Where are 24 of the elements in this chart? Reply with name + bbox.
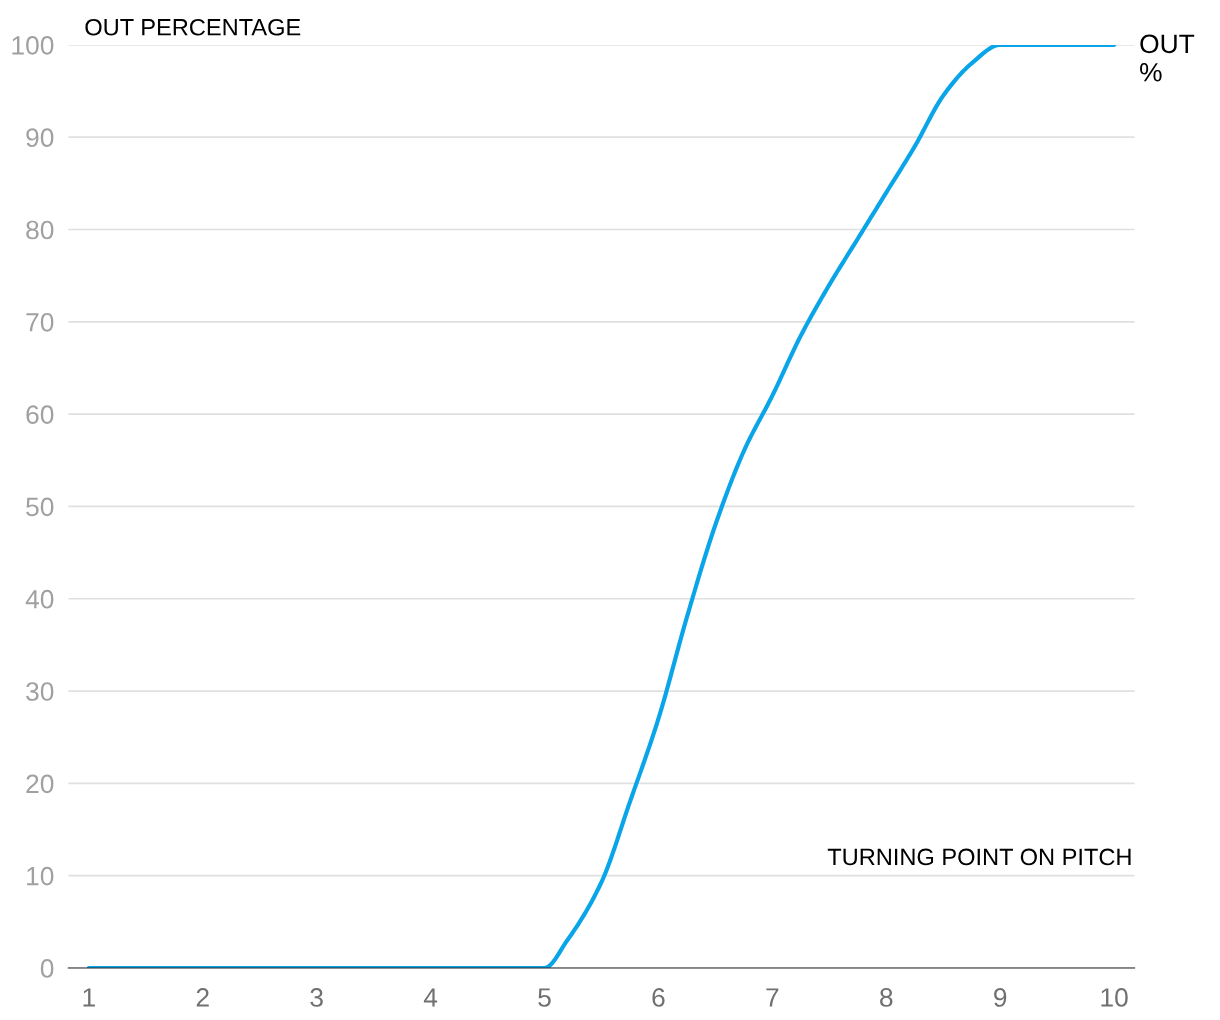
y-tick-label: 30 <box>26 682 54 701</box>
x-tick-label: 6 <box>652 988 665 1007</box>
y-tick-label: 100 <box>12 36 54 55</box>
y-tick-label: 60 <box>26 405 54 424</box>
x-tick-label: 5 <box>538 988 551 1007</box>
y-tick-label: 80 <box>26 220 54 240</box>
y-tick-label: 10 <box>27 866 54 886</box>
x-tick-label: 4 <box>423 988 438 1007</box>
y-tick-label: 90 <box>26 128 54 148</box>
x-tick-label: 9 <box>994 988 1007 1007</box>
y-tick-label: 20 <box>26 774 54 794</box>
x-axis-title: TURNING POINT ON PITCH <box>827 848 1131 866</box>
series-label: OUT % <box>1140 34 1195 82</box>
x-tick-label: 8 <box>880 988 893 1007</box>
x-tick-label: 7 <box>766 988 779 1007</box>
y-axis-title: OUT PERCENTAGE <box>85 18 301 36</box>
y-tick-label: 0 <box>40 959 54 978</box>
x-tick-label: 1 <box>83 988 95 1007</box>
x-tick-label: 10 <box>1101 988 1128 1007</box>
y-tick-label: 50 <box>26 497 54 517</box>
x-tick-label: 2 <box>196 988 209 1007</box>
x-tick-label: 3 <box>310 988 323 1007</box>
y-tick-label: 40 <box>25 589 54 609</box>
y-tick-label: 70 <box>26 312 54 332</box>
